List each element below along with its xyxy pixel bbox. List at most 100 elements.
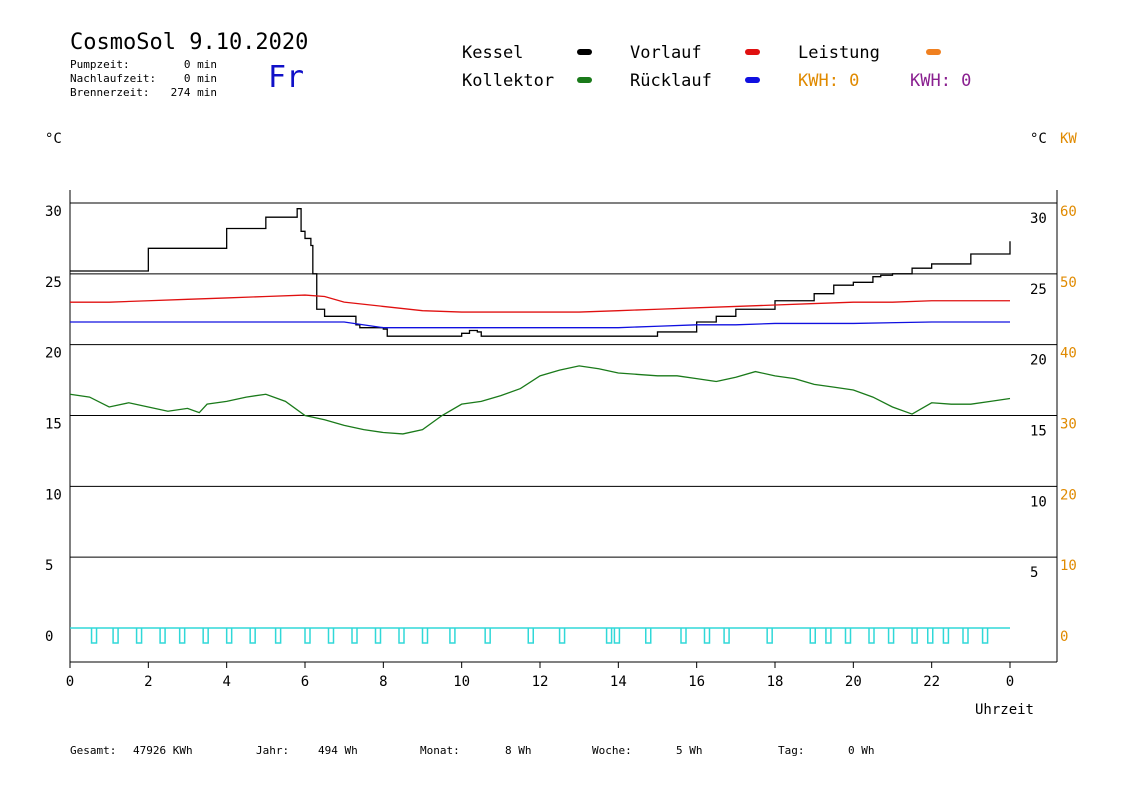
y-tick-label-right: 30 [1030, 211, 1047, 227]
x-tick-label: 12 [532, 674, 549, 690]
y-tick-label-right: 20 [1030, 353, 1047, 369]
pumpzeit-label: Pumpzeit: [70, 58, 130, 71]
legend-vorlauf: Vorlauf [630, 43, 702, 63]
y-tick-label-left: 20 [45, 346, 62, 362]
y-tick-label-left: 10 [45, 487, 62, 503]
nachlaufzeit-label: Nachlaufzeit: [70, 72, 157, 85]
left-unit-label: °C [45, 131, 62, 147]
legend-kwh-2: KWH: 0 [910, 71, 972, 91]
pump-pulse [135, 628, 143, 644]
pump-pulse [159, 628, 166, 644]
pump-pulse [225, 628, 233, 644]
pump-pulse [558, 628, 566, 644]
y-tick-label-right: 15 [1030, 424, 1047, 440]
x-axis-label: Uhrzeit [975, 702, 1034, 718]
y-tick-label-right: 5 [1030, 565, 1038, 581]
y2-tick-label: 0 [1060, 629, 1068, 645]
pump-pulse [645, 628, 652, 644]
pump-pulse [178, 628, 186, 644]
y2-tick-label: 30 [1060, 417, 1077, 433]
pump-pulse [327, 628, 335, 644]
pump-pulse [962, 628, 969, 644]
pump-pulse [202, 628, 209, 644]
pump-pulse [613, 628, 621, 644]
x-tick-label: 22 [923, 674, 940, 690]
pump-pulse [809, 628, 816, 644]
pump-pulse [112, 628, 119, 644]
y-tick-label-right: 25 [1030, 282, 1047, 298]
y2-tick-label: 60 [1060, 204, 1077, 220]
gesamt-label: Gesamt: [70, 744, 117, 757]
pump-pulse [844, 628, 852, 644]
woche-value: 5 Wh [676, 744, 703, 757]
pump-pulse [90, 628, 98, 644]
y2-tick-label: 40 [1060, 346, 1077, 362]
pump-pulse [249, 628, 256, 644]
series-line-kessel [70, 208, 1011, 337]
y2-tick-label: 20 [1060, 487, 1077, 503]
series-line-kollektor [69, 365, 1011, 435]
woche-label: Woche: [592, 744, 632, 757]
legend-swatch-vorlauf [745, 49, 760, 55]
legend-swatch-ruecklauf [745, 77, 760, 83]
y-tick-label-left: 30 [45, 204, 62, 220]
x-tick-label: 10 [453, 674, 470, 690]
day-label: Fr [268, 60, 305, 95]
right-kw-unit-label: KW [1060, 131, 1077, 147]
series-line-ruecklauf [70, 321, 1010, 329]
y-tick-label-left: 0 [45, 629, 53, 645]
pump-pulse [868, 628, 875, 644]
x-tick-label: 14 [610, 674, 627, 690]
jahr-label: Jahr: [256, 744, 290, 757]
nachlaufzeit-value: 0 min [183, 72, 217, 85]
x-tick-label: 0 [1006, 674, 1014, 690]
page-title: CosmoSol 9.10.2020 [70, 30, 309, 55]
x-tick-label: 20 [845, 674, 862, 690]
brennerzeit-value: 274 min [170, 86, 217, 99]
jahr-value: 494 Wh [318, 744, 358, 757]
pump-pulse [942, 628, 950, 644]
pump-pulse [398, 628, 405, 644]
pump-pulse [825, 628, 832, 644]
legend-swatch-kollektor [577, 77, 592, 83]
right-unit-label: °C [1030, 131, 1047, 147]
pump-pulse [274, 628, 282, 644]
legend-swatch-kessel [577, 49, 592, 55]
pump-pulse [527, 628, 534, 644]
x-tick-label: 2 [144, 674, 152, 690]
monat-label: Monat: [420, 744, 460, 757]
pump-pulse [911, 628, 918, 644]
brennerzeit-label: Brennerzeit: [70, 86, 150, 99]
pump-pulse [484, 628, 491, 644]
series-line-vorlauf [70, 294, 1010, 313]
y2-tick-label: 50 [1060, 275, 1077, 291]
legend-ruecklauf: Rücklauf [630, 71, 712, 91]
y-tick-label-left: 25 [45, 275, 62, 291]
legend-kessel: Kessel [462, 43, 524, 63]
y-tick-label-left: 5 [45, 558, 53, 574]
pump-pulse [304, 628, 311, 644]
pump-pulse [723, 628, 730, 644]
pump-pulse [703, 628, 711, 644]
pump-pulse [766, 628, 773, 644]
pumpzeit-value: 0 min [183, 58, 217, 71]
pump-pulse [449, 628, 456, 644]
pump-pulse [605, 628, 613, 644]
x-tick-label: 4 [222, 674, 230, 690]
x-tick-label: 6 [301, 674, 309, 690]
legend-kwh-1: KWH: 0 [798, 71, 860, 91]
x-tick-label: 18 [767, 674, 784, 690]
pump-pulse [927, 628, 934, 644]
monat-value: 8 Wh [505, 744, 532, 757]
pump-pulse [374, 628, 382, 644]
pump-pulse [981, 628, 989, 644]
x-tick-label: 0 [66, 674, 74, 690]
tag-value: 0 Wh [848, 744, 875, 757]
pump-pulse [351, 628, 358, 644]
pump-pulse [887, 628, 895, 644]
pump-pulse [421, 628, 429, 644]
tag-label: Tag: [778, 744, 805, 757]
legend-kollektor: Kollektor [462, 71, 555, 91]
y-tick-label-right: 10 [1030, 494, 1047, 510]
